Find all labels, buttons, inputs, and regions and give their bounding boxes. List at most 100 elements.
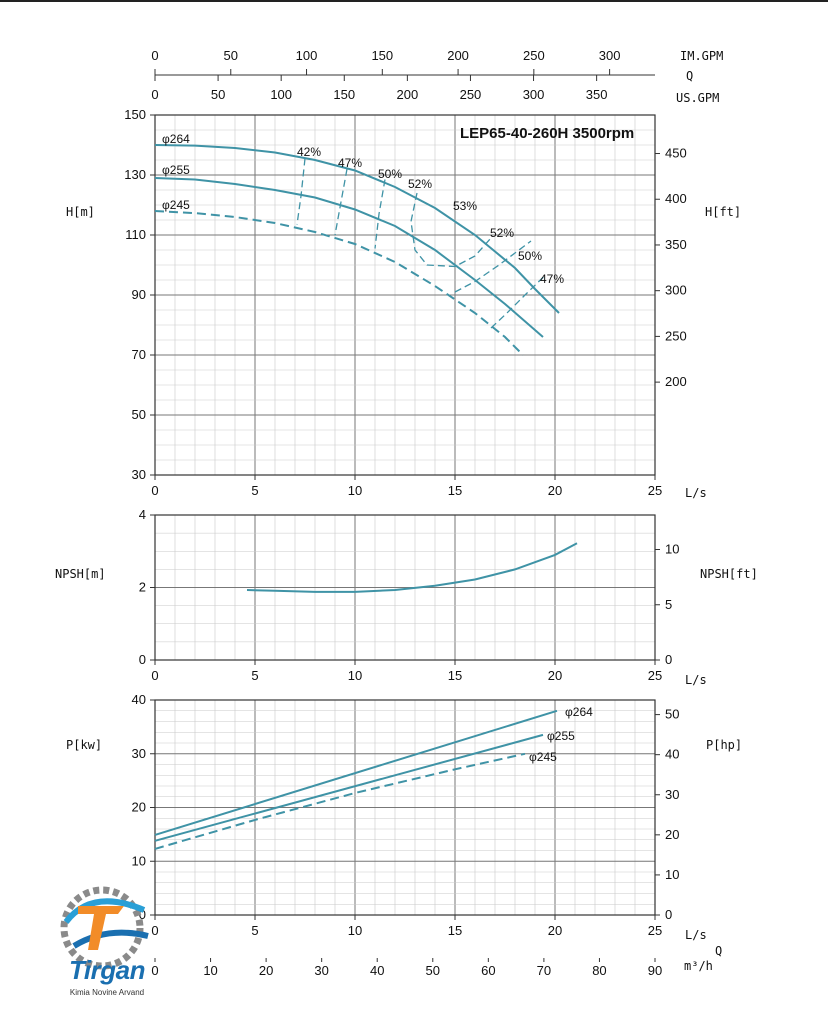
efficiency-label-47-right: 47% — [540, 272, 564, 286]
y-right-tick-label: 40 — [665, 747, 679, 762]
im-gpm-tick-label: 100 — [296, 48, 318, 63]
power-label-255: φ255 — [547, 729, 575, 743]
m3h-tick-label: 0 — [151, 963, 158, 978]
im-gpm-tick-label: 200 — [447, 48, 469, 63]
x-tick-label: 5 — [251, 923, 258, 938]
head-y-label: H[m] — [66, 205, 95, 219]
efficiency-label-50-right: 50% — [518, 249, 542, 263]
im-gpm-tick-label: 300 — [599, 48, 621, 63]
x-tick-label: 20 — [548, 483, 562, 498]
efficiency-curve-5 — [490, 275, 546, 329]
m3h-tick-label: 70 — [537, 963, 551, 978]
us-gpm-tick-label: 50 — [211, 87, 225, 102]
q-label-top: Q — [686, 69, 693, 83]
power-curve-0 — [154, 709, 558, 836]
power-curve-2 — [154, 752, 526, 850]
y-tick-label: 0 — [139, 907, 146, 922]
us-gpm-tick-label: 200 — [397, 87, 419, 102]
m3h-tick-label: 60 — [481, 963, 495, 978]
logo-subtitle: Kimia Novine Arvand — [69, 988, 145, 997]
y-tick-label: 0 — [139, 652, 146, 667]
y-right-tick-label: 5 — [665, 597, 672, 612]
us-gpm-label: US.GPM — [676, 91, 719, 105]
y-tick-label: 70 — [132, 347, 146, 362]
m3h-tick-label: 30 — [314, 963, 328, 978]
m3h-tick-label: 40 — [370, 963, 384, 978]
q-label-bottom: Q — [715, 944, 722, 958]
y-tick-label: 2 — [139, 580, 146, 595]
npsh-y-label: NPSH[m] — [55, 567, 106, 581]
y-right-tick-label: 50 — [665, 707, 679, 722]
head-curve-2 — [154, 210, 524, 356]
efficiency-curve-1 — [334, 168, 348, 236]
m3h-tick-label: 10 — [203, 963, 217, 978]
x-tick-label: 0 — [151, 483, 158, 498]
efficiency-label-42: 42% — [297, 145, 321, 159]
y-tick-label: 30 — [132, 746, 146, 761]
efficiency-label-52-right: 52% — [490, 226, 514, 240]
top-border — [0, 0, 828, 2]
x-tick-label: 25 — [648, 668, 662, 683]
y-right-tick-label: 450 — [665, 146, 687, 161]
series-label-264: φ264 — [162, 132, 190, 146]
npsh-x-label: L/s — [685, 673, 707, 687]
y-tick-label: 110 — [125, 227, 146, 242]
npsh-curve-0 — [246, 542, 578, 593]
series-label-255: φ255 — [162, 163, 190, 177]
power-label-264: φ264 — [565, 705, 593, 719]
head-x-label: L/s — [685, 486, 707, 500]
efficiency-label-53: 53% — [453, 199, 477, 213]
head-curve-1 — [154, 177, 544, 338]
m3h-tick-label: 20 — [259, 963, 273, 978]
us-gpm-tick-label: 150 — [333, 87, 355, 102]
y-right-tick-label: 20 — [665, 827, 679, 842]
efficiency-curve-3 — [410, 192, 492, 268]
y-tick-label: 40 — [132, 692, 146, 707]
power-curve-1 — [154, 733, 544, 842]
power-y-right-label: P[hp] — [706, 738, 742, 752]
x-tick-label: 15 — [448, 483, 462, 498]
y-tick-label: 130 — [124, 167, 146, 182]
m3h-tick-label: 50 — [426, 963, 440, 978]
y-tick-label: 90 — [132, 287, 146, 302]
head-panel: 30 50 70 90 110 130 150 0 5 10 15 20 25 200 250 300 350 4… — [66, 107, 741, 500]
im-gpm-tick-label: 250 — [523, 48, 545, 63]
y-right-tick-label: 10 — [665, 542, 679, 557]
im-gpm-label: IM.GPM — [680, 49, 723, 63]
x-tick-label: 0 — [151, 923, 158, 938]
x-tick-label: 10 — [348, 483, 362, 498]
head-curve-0 — [154, 144, 560, 314]
y-tick-label: 4 — [139, 507, 146, 522]
x-tick-label: 20 — [548, 668, 562, 683]
efficiency-label-47: 47% — [338, 156, 362, 170]
power-label-245: φ245 — [529, 750, 557, 764]
y-right-tick-label: 0 — [665, 652, 672, 667]
us-gpm-tick-label: 300 — [523, 87, 545, 102]
y-right-tick-label: 300 — [665, 283, 687, 298]
us-gpm-tick-label: 350 — [586, 87, 608, 102]
y-right-tick-label: 10 — [665, 867, 679, 882]
x-tick-label: 10 — [348, 668, 362, 683]
y-tick-label: 30 — [132, 467, 146, 482]
y-right-tick-label: 0 — [665, 907, 672, 922]
x-tick-label: 5 — [251, 483, 258, 498]
y-right-tick-label: 250 — [665, 328, 687, 343]
y-right-tick-label: 30 — [665, 787, 679, 802]
x-tick-label: 0 — [151, 668, 158, 683]
tirgan-logo — [60, 886, 149, 970]
im-gpm-tick-label: 0 — [151, 48, 158, 63]
efficiency-curve-0 — [296, 158, 306, 225]
us-gpm-tick-label: 100 — [270, 87, 292, 102]
m3h-tick-label: 90 — [648, 963, 662, 978]
efficiency-label-50: 50% — [378, 167, 402, 181]
efficiency-label-52: 52% — [408, 177, 432, 191]
m3h-unit-label: m³/h — [684, 959, 713, 973]
power-x-label: L/s — [685, 928, 707, 942]
x-tick-label: 20 — [548, 923, 562, 938]
chart-title: LEP65-40-260H 3500rpm — [460, 125, 634, 142]
x-tick-label: 5 — [251, 668, 258, 683]
npsh-y-right-label: NPSH[ft] — [700, 567, 758, 581]
